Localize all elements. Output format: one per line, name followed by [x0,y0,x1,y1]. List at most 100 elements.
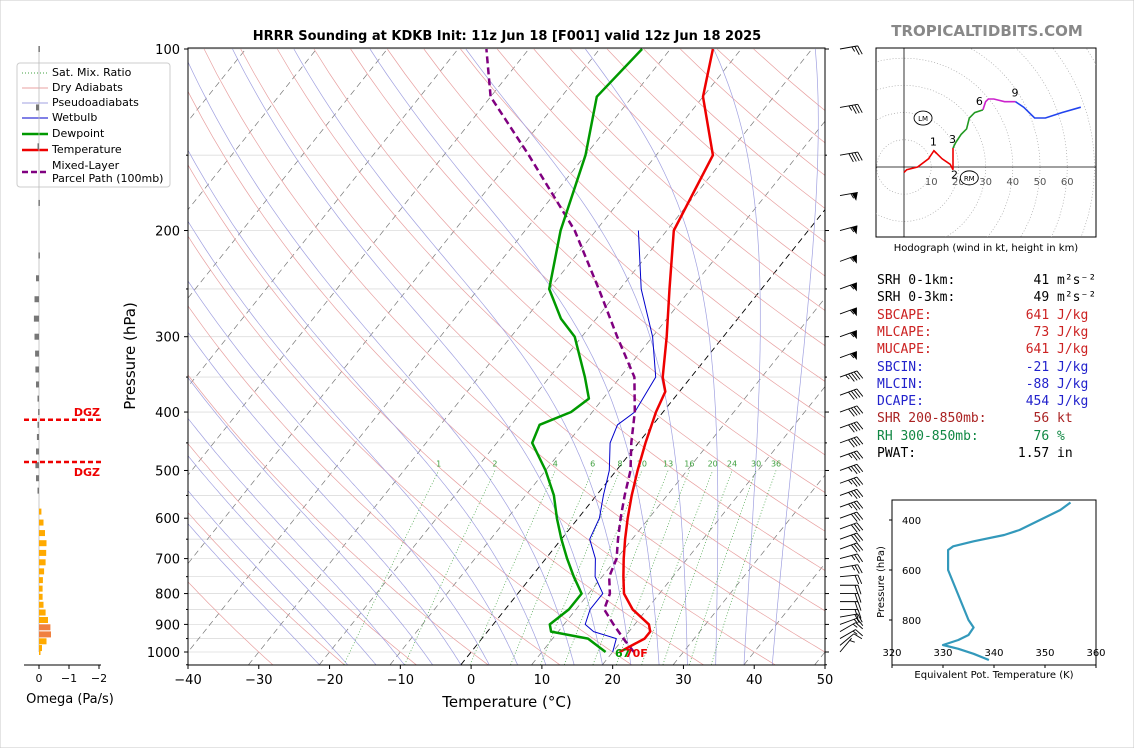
barb-flag [857,601,862,611]
storm-motion-label: RM [964,175,975,183]
theta-e-y-tick-label: 400 [902,516,921,527]
barb-staff [839,622,856,632]
omega-bar [38,252,40,259]
dry-adiabat-line [203,48,825,653]
barb-flag [850,524,858,533]
barb-staff [839,421,858,429]
storm-motion-marker [913,110,933,126]
barb-staff [839,370,858,378]
omega-bar [39,631,51,638]
theta-e-line [941,501,1072,662]
barb-flag [857,45,863,55]
wind-barb [839,553,863,563]
pseudoadiabat-line [188,280,490,665]
barb-flag [854,46,860,55]
omega-bar [39,593,43,600]
barb-half-flag [848,105,853,111]
storm-motion-marker [959,170,979,186]
barb-staff [839,191,858,196]
pseudoadiabat-line [369,48,660,665]
barb-staff [839,564,858,569]
stat-value: -88 [1010,376,1058,392]
barb-flag [856,500,864,509]
barb-flag [856,405,864,414]
barb-flag [853,437,861,446]
omega-bar [36,475,39,482]
legend-label-temperature: Temperature [51,143,122,156]
barb-staff [839,405,858,413]
barb-flag [848,373,855,382]
parcel-path-line [485,48,637,653]
wind-barb [839,511,864,522]
barb-flag [856,489,864,497]
barb-half-flag [848,467,853,472]
dry-adiabat-line [188,374,489,665]
barb-flag [854,564,860,574]
mixing-ratio-label: 4 [553,459,558,468]
mixing-ratio-label: 36 [771,459,781,468]
wind-barb [839,330,858,340]
x-tick-label: 0 [467,673,475,688]
pseudoadiabat-line [188,377,433,665]
hodograph-ring-label: 50 [1034,177,1047,188]
mixing-ratio-label: 1 [436,459,441,468]
omega-bars [33,46,51,655]
x-tick-label: −20 [316,673,343,688]
dry-adiabat-line [188,443,417,665]
stat-row: RH 300-850mb: 76 % [877,429,1065,444]
omega-panel: DGZ DGZ 0 −1 −2 Omega (Pa/s) [24,46,114,707]
wind-barb [840,608,862,619]
omega-bar [36,104,39,111]
stat-label: SHR 200-850mb: [877,411,1011,427]
surface-dewpoint-label: 67 [615,647,630,660]
mixing-ratio-label: 20 [708,459,718,468]
stat-unit: J/kg [1057,324,1089,340]
theta-e-y-tick-label: 800 [902,616,921,627]
omega-bar [35,350,39,357]
x-tick-label: 50 [817,673,834,688]
barb-staff [839,629,856,639]
mixing-ratio-label: 24 [727,459,737,468]
chart-title: HRRR Sounding at KDKB Init: 11z Jun 18 [… [253,29,761,44]
wind-barb [839,476,864,487]
barb-staff [839,522,858,530]
isotherm-line [319,48,813,665]
omega-bar [39,540,47,547]
y-tick-label: 1000 [147,646,180,661]
wind-barb [839,254,858,264]
theta-e-x-tick-label: 350 [1035,648,1054,659]
stat-row: MUCAPE: 641 J/kg [877,342,1088,357]
omega-bar [37,395,39,402]
hodograph-panel: 10 20 30 40 50 60 1 2 3 6 9 LM RM Hodograph (wind i… [875,47,1097,254]
barb-staff [839,436,858,444]
barb-staff [839,542,858,550]
barb-flag [853,465,861,474]
omega-bar [36,275,39,282]
isotherm-line [188,48,530,476]
barb-flag [857,613,863,623]
y-tick-label: 800 [155,588,180,603]
barb-half-flag [848,479,853,485]
pseudoadiabat-line [188,331,462,665]
barb-flag [853,406,861,415]
barb-staff [839,330,858,338]
omega-bar [36,434,39,441]
isotherm-line [248,48,742,665]
barb-pennant [851,192,858,201]
barb-half-flag [852,623,858,628]
barb-flag [853,490,861,499]
wind-barb [839,191,858,201]
legend-label-wetbulb: Wetbulb [52,111,97,124]
stat-row: MLCAPE: 73 J/kg [877,325,1088,340]
omega-bar [39,530,45,537]
hodograph-segment [982,98,1016,111]
stat-unit: J/kg [1057,376,1089,392]
stat-value: -21 [1010,359,1058,375]
wind-barb [839,532,864,543]
mixing-ratio-label: 13 [663,459,673,468]
hodograph-segment [1015,101,1082,119]
omega-x-axis-label: Omega (Pa/s) [26,692,114,707]
omega-bar [33,315,39,322]
legend-label-mixratio: Sat. Mix. Ratio [52,66,132,79]
